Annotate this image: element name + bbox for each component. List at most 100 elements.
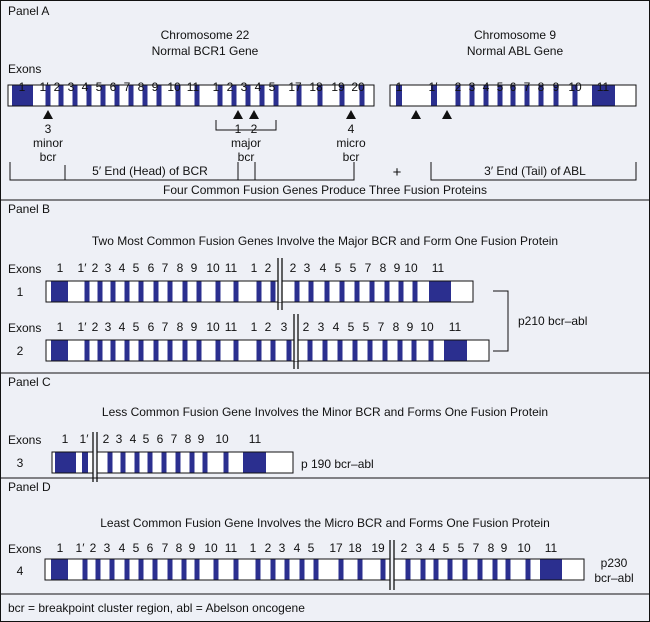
- exon-block: [138, 281, 144, 302]
- breakpoint-triangle-icon: [249, 110, 259, 119]
- exon-block: [196, 281, 202, 302]
- exon-number: 7: [378, 320, 385, 334]
- exon-number: 6: [148, 261, 155, 275]
- major-bcr-label-2: bcr: [238, 150, 255, 164]
- exon-block: [455, 85, 461, 106]
- exon-block: [294, 281, 300, 302]
- exon-block: [167, 281, 173, 302]
- exon-block: [194, 559, 200, 580]
- exon-block: [243, 452, 266, 473]
- exon-number: 4: [333, 320, 340, 334]
- major-bcr-bracket: [215, 120, 277, 131]
- exon-block: [97, 340, 103, 361]
- exon-number: 2: [290, 261, 297, 275]
- exon-number: 3: [416, 541, 423, 555]
- exon-number: 2: [227, 80, 234, 94]
- exon-number: 18: [348, 541, 362, 555]
- exon-number: 10: [568, 80, 582, 94]
- exon-block: [397, 340, 403, 361]
- bcr-head-bracket: [9, 162, 355, 181]
- exon-block: [433, 559, 439, 580]
- exons-label: Exons: [8, 321, 41, 335]
- exon-number: 5: [143, 432, 150, 446]
- exon-block: [231, 85, 237, 106]
- exon-block: [233, 340, 239, 361]
- exon-block: [84, 281, 90, 302]
- exon-number: 3: [105, 261, 112, 275]
- exon-number: 4: [320, 261, 327, 275]
- bcr-head-label: 5′ End (Head) of BCR: [92, 164, 208, 178]
- exon-number: 3: [318, 320, 325, 334]
- exon-number: 7: [162, 541, 169, 555]
- exon-block: [525, 559, 531, 580]
- exon-block: [175, 452, 181, 473]
- exon-block: [110, 340, 116, 361]
- exon-block: [307, 340, 313, 361]
- exon-number: 1: [251, 320, 258, 334]
- micro-bcr-number: 4: [348, 122, 355, 136]
- plus-sign: +: [393, 164, 402, 181]
- exon-number: 2: [455, 80, 462, 94]
- exon-number: 4: [119, 261, 126, 275]
- exon-block: [124, 281, 130, 302]
- exon-block: [398, 281, 404, 302]
- bcr-gene-bar: [7, 84, 375, 107]
- exon-block: [256, 340, 262, 361]
- exon-block: [51, 559, 68, 580]
- exon-number: 5: [458, 541, 465, 555]
- exon-number: 5: [308, 541, 315, 555]
- exon-number: 8: [177, 320, 184, 334]
- exon-number: 6: [510, 80, 517, 94]
- exon-number: 19: [371, 541, 385, 555]
- exon-number: 9: [189, 541, 196, 555]
- exon-block: [524, 85, 530, 106]
- exon-block: [167, 340, 173, 361]
- exon-block: [194, 85, 200, 106]
- exon-block: [161, 452, 167, 473]
- micro-bcr-label-2: bcr: [343, 150, 360, 164]
- exon-block: [153, 281, 159, 302]
- exon-block: [273, 85, 279, 106]
- exon-number: 20: [351, 80, 365, 94]
- exon-number: 1: [57, 320, 64, 334]
- exons-label: Exons: [8, 262, 41, 276]
- breakpoint-gap: [294, 322, 298, 361]
- panel-d-title: Least Common Fusion Gene Involves the Mi…: [100, 516, 550, 530]
- p210-bracket: [493, 290, 509, 352]
- exon-block: [592, 85, 615, 106]
- minor-bcr-number: 3: [45, 122, 52, 136]
- exon-number: 5: [269, 80, 276, 94]
- exon-number: 8: [380, 261, 387, 275]
- chr9-title: Chromosome 9: [474, 28, 556, 42]
- exon-number: 2: [265, 320, 272, 334]
- exon-block: [538, 85, 544, 106]
- exon-number: 6: [157, 432, 164, 446]
- exon-number: 7: [124, 80, 131, 94]
- panel-b: Panel B Two Most Common Fusion Genes Inv…: [8, 202, 587, 358]
- exon-number: 8: [177, 261, 184, 275]
- exon-number: 10: [420, 320, 434, 334]
- exon-number: 11: [225, 261, 238, 275]
- exon-block: [357, 559, 363, 580]
- exon-number: 7: [524, 80, 531, 94]
- exon-number: 5: [133, 320, 140, 334]
- exon-number: 10: [404, 261, 418, 275]
- exon-number: 3: [68, 80, 75, 94]
- exon-block: [124, 559, 130, 580]
- exon-block: [354, 281, 360, 302]
- exon-block: [114, 85, 120, 106]
- breakpoint-triangle-icon: [43, 110, 53, 119]
- row-id: 4: [17, 564, 24, 578]
- exon-number: 5: [350, 261, 357, 275]
- exon-block: [270, 559, 276, 580]
- exon-number: 11: [597, 80, 610, 94]
- exon-block: [86, 85, 92, 106]
- exon-number: 3: [116, 432, 123, 446]
- exon-number: 1: [57, 541, 64, 555]
- exon-block: [299, 559, 305, 580]
- panel-b-label: Panel B: [8, 202, 50, 216]
- exon-block: [286, 340, 292, 361]
- breakpoint-triangle-icon: [346, 110, 356, 119]
- exons-label: Exons: [8, 542, 41, 556]
